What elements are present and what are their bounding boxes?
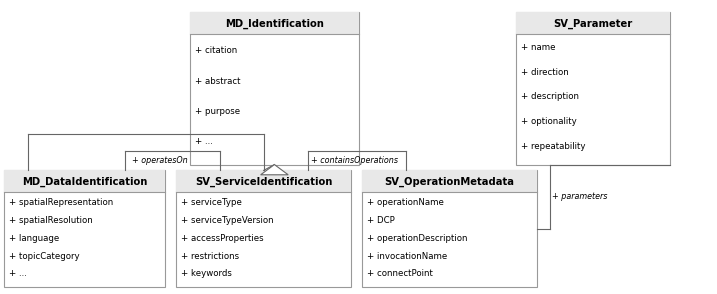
Text: + citation: + citation — [195, 46, 237, 56]
Text: SV_ServiceIdentification: SV_ServiceIdentification — [195, 176, 333, 186]
Text: + ...: + ... — [9, 270, 27, 278]
Text: MD_DataIdentification: MD_DataIdentification — [22, 176, 148, 186]
Text: + containsOperations: + containsOperations — [311, 156, 398, 165]
Text: + keywords: + keywords — [181, 270, 232, 278]
Text: + operationName: + operationName — [367, 198, 444, 207]
Text: + parameters: + parameters — [552, 192, 608, 201]
Bar — [176, 171, 351, 192]
Text: + operatesOn: + operatesOn — [132, 156, 188, 165]
Text: + restrictions: + restrictions — [181, 252, 239, 260]
Bar — [4, 171, 166, 192]
Bar — [176, 171, 351, 288]
Bar — [516, 12, 670, 165]
Polygon shape — [261, 165, 288, 175]
Text: + connectPoint: + connectPoint — [367, 270, 433, 278]
Text: SV_OperationMetadata: SV_OperationMetadata — [385, 176, 515, 186]
Text: + topicCategory: + topicCategory — [9, 252, 80, 260]
Text: + description: + description — [521, 93, 579, 101]
Text: + DCP: + DCP — [367, 216, 395, 225]
Text: + spatialRepresentation: + spatialRepresentation — [9, 198, 113, 207]
Bar — [362, 171, 538, 288]
Bar — [4, 171, 166, 288]
Text: + language: + language — [9, 234, 60, 243]
Text: + spatialResolution: + spatialResolution — [9, 216, 93, 225]
Text: MD_Identification: MD_Identification — [225, 18, 324, 29]
Text: SV_Parameter: SV_Parameter — [554, 18, 632, 29]
Text: + accessProperties: + accessProperties — [181, 234, 264, 243]
Text: + serviceType: + serviceType — [181, 198, 242, 207]
Bar — [516, 12, 670, 34]
Bar — [190, 12, 358, 34]
Text: + repeatability: + repeatability — [521, 142, 586, 151]
Bar — [362, 171, 538, 192]
Text: + direction: + direction — [521, 68, 569, 77]
Text: + invocationName: + invocationName — [367, 252, 447, 260]
Text: + name: + name — [521, 43, 556, 52]
Bar — [190, 12, 358, 165]
Text: + purpose: + purpose — [195, 107, 240, 116]
Text: + abstract: + abstract — [195, 77, 241, 86]
Text: + ...: + ... — [195, 137, 213, 146]
Text: + optionality: + optionality — [521, 117, 576, 126]
Text: + operationDescription: + operationDescription — [367, 234, 467, 243]
Text: + serviceTypeVersion: + serviceTypeVersion — [181, 216, 274, 225]
